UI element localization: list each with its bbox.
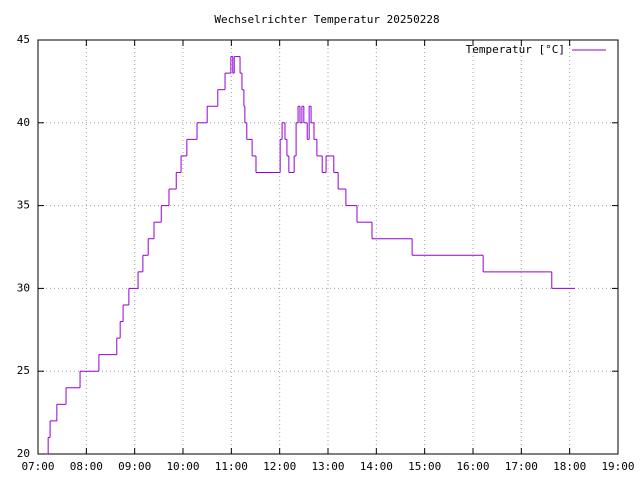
x-tick-label: 09:00 [118,460,151,473]
chart-title: Wechselrichter Temperatur 20250228 [214,13,439,26]
y-tick-label: 35 [17,199,30,212]
x-tick-label: 07:00 [21,460,54,473]
x-tick-label: 14:00 [360,460,393,473]
x-tick-label: 08:00 [70,460,103,473]
y-tick-label: 20 [17,447,30,460]
x-tick-label: 10:00 [166,460,199,473]
x-tick-label: 19:00 [601,460,634,473]
x-tick-label: 18:00 [553,460,586,473]
x-tick-label: 16:00 [456,460,489,473]
x-tick-label: 15:00 [408,460,441,473]
x-tick-label: 12:00 [263,460,296,473]
x-tick-label: 17:00 [505,460,538,473]
x-tick-label: 13:00 [311,460,344,473]
y-tick-label: 30 [17,281,30,294]
legend-label: Temperatur [°C] [466,43,565,56]
y-tick-label: 45 [17,33,30,46]
x-tick-label: 11:00 [215,460,248,473]
plot-frame [37,39,619,455]
y-tick-label: 40 [17,116,30,129]
y-tick-label: 25 [17,364,30,377]
